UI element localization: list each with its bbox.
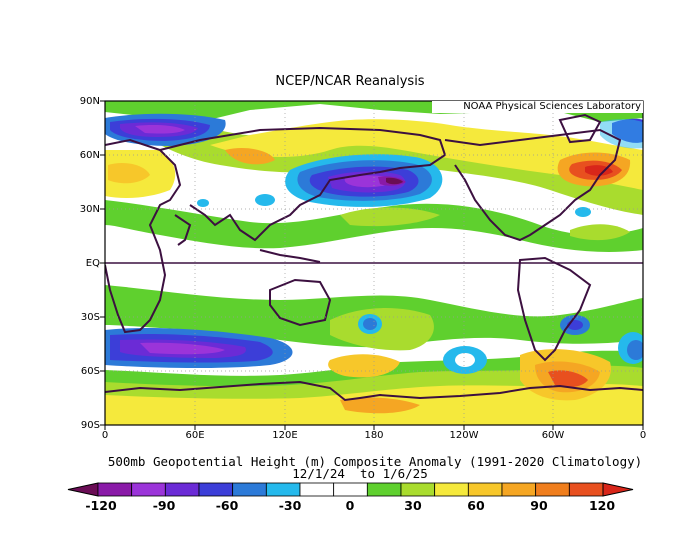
colorbar-swatch — [434, 482, 469, 497]
colorbar-swatch — [535, 482, 570, 497]
lon-label-0: 0 — [101, 430, 109, 441]
colorbar-label: 0 — [345, 498, 355, 513]
lat-label-30s: 30S — [80, 312, 100, 323]
lat-label-60s: 60S — [80, 366, 100, 377]
coastlines — [105, 113, 643, 402]
colorbar-label: -120 — [85, 498, 117, 513]
grid — [105, 101, 643, 425]
map-title: NCEP/NCAR Reanalysis — [275, 74, 425, 89]
lon-label-180: 180 — [364, 430, 384, 441]
lat-label-90n: 90N — [79, 96, 100, 107]
lat-label-30n: 30N — [79, 204, 100, 215]
colorbar — [67, 482, 634, 497]
colorbar-label: 60 — [467, 498, 485, 513]
colorbar-swatch — [299, 482, 335, 497]
colorbar-label: -30 — [278, 498, 302, 513]
caption-variable: 500mb Geopotential Height (m) Composite … — [107, 454, 643, 469]
colorbar-label: 120 — [588, 498, 616, 513]
colorbar-label: 30 — [404, 498, 422, 513]
colorbar-label: -90 — [152, 498, 176, 513]
colorbar-swatch — [400, 482, 436, 497]
lat-label-60n: 60N — [79, 150, 100, 161]
lon-label-120w: 120W — [449, 430, 479, 441]
lon-label-0-end: 0 — [639, 430, 647, 441]
colorbar-swatch — [97, 482, 133, 497]
colorbar-swatch — [366, 482, 402, 497]
colorbar-label: -60 — [215, 498, 239, 513]
colorbar-swatch — [164, 482, 200, 497]
caption-dates: 12/1/24 to 1/6/25 — [292, 466, 428, 481]
credit-label: NOAA Physical Sciences Laboratory — [432, 101, 643, 113]
colorbar-arrow-left — [67, 482, 99, 497]
colorbar-swatch — [467, 482, 503, 497]
colorbar-label: 90 — [530, 498, 548, 513]
colorbar-swatch — [568, 482, 604, 497]
colorbar-swatch — [501, 482, 537, 497]
colorbar-swatch — [198, 482, 234, 497]
lat-label-90s: 90S — [80, 420, 100, 431]
colorbar-arrow-right — [602, 482, 634, 497]
colorbar-swatch — [131, 482, 166, 497]
colorbar-swatch — [333, 482, 368, 497]
lon-label-60w: 60W — [541, 430, 565, 441]
lon-label-60e: 60E — [185, 430, 205, 441]
lat-label-eq: EQ — [85, 258, 100, 269]
lon-label-120e: 120E — [272, 430, 298, 441]
colorbar-swatch — [265, 482, 301, 497]
colorbar-swatch — [232, 482, 267, 497]
